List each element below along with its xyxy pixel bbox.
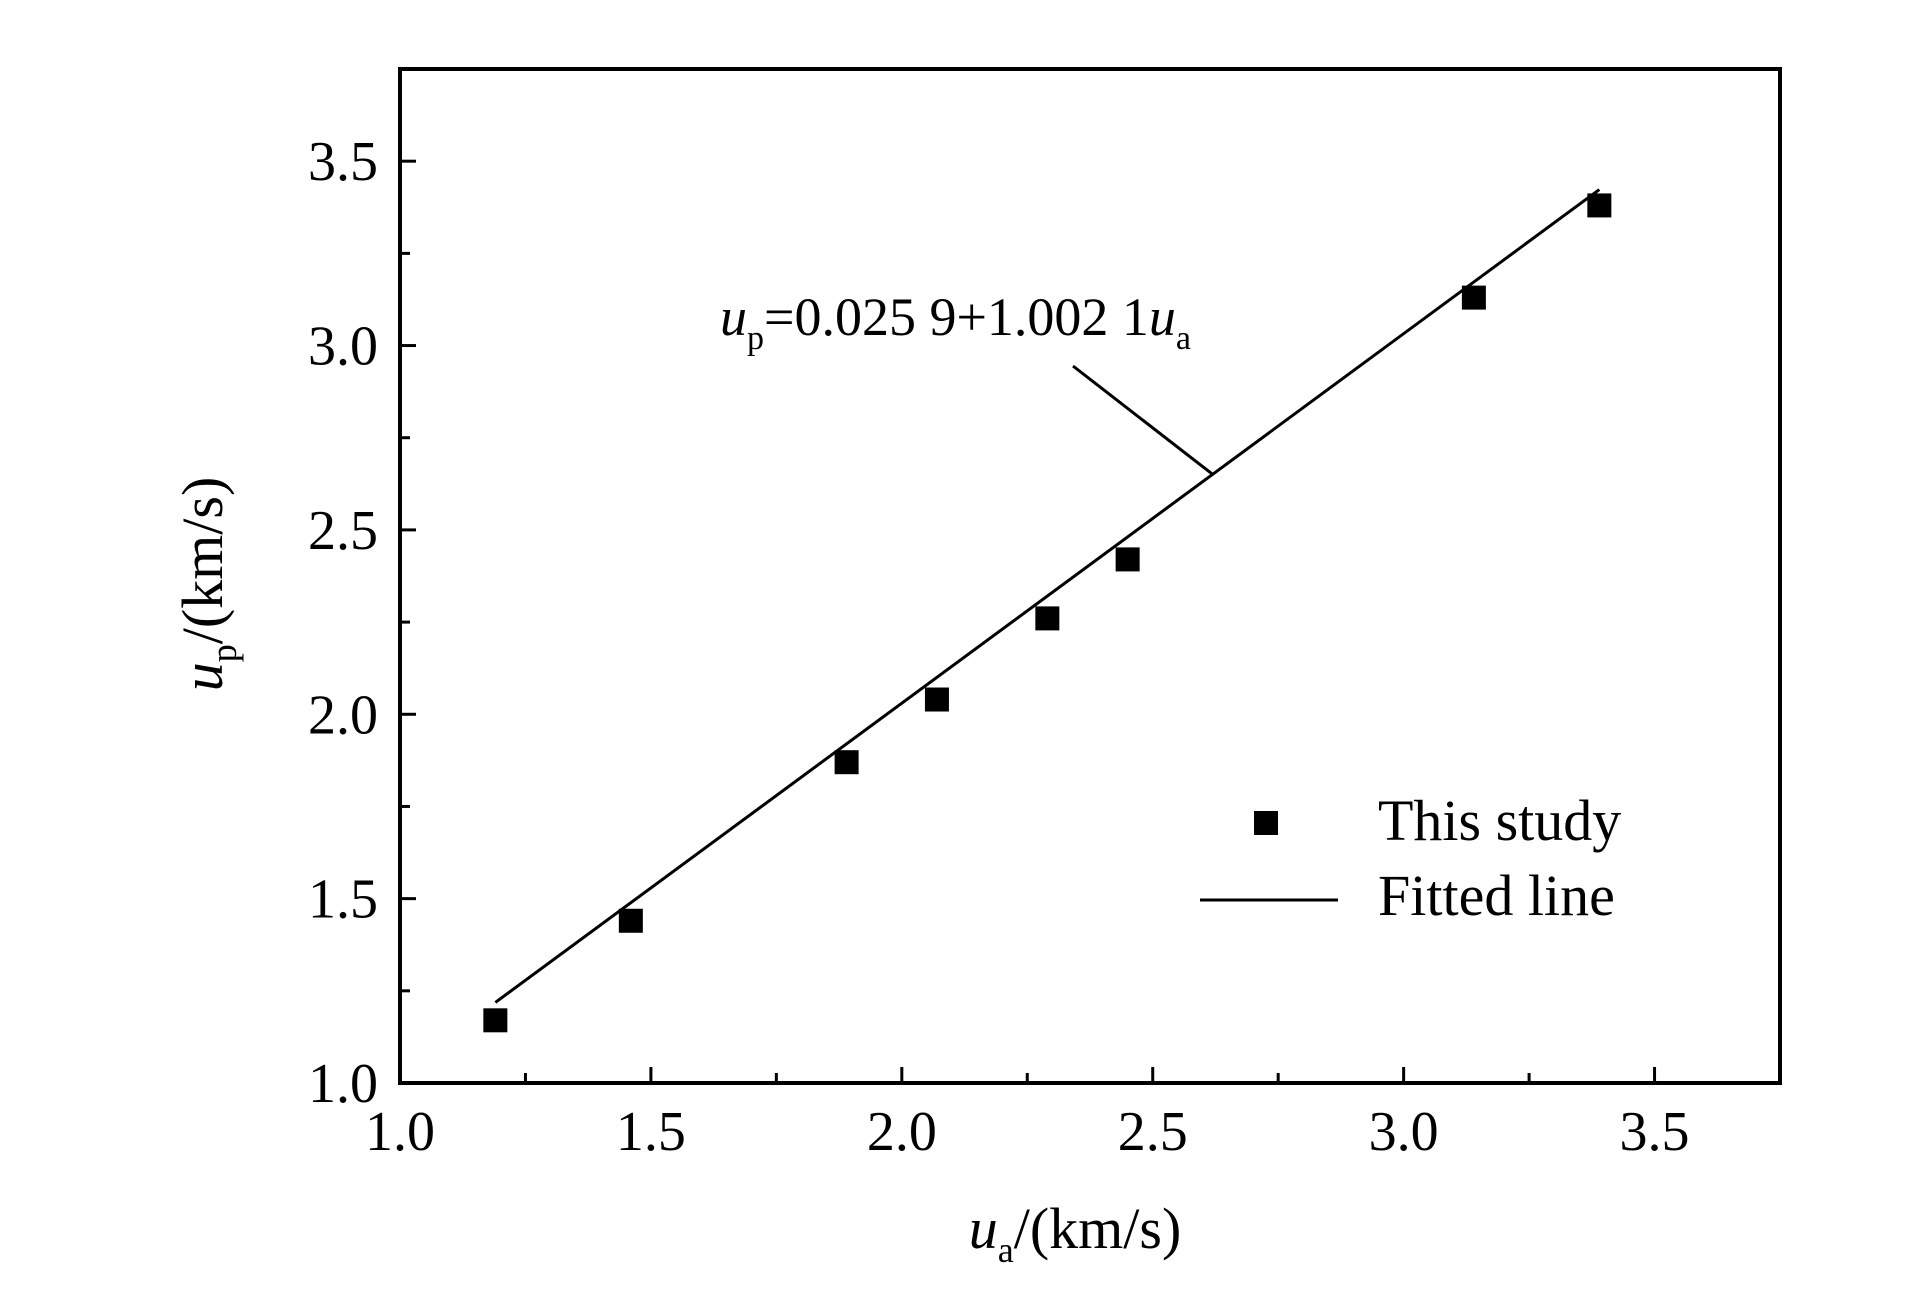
legend: This study Fitted line [1200,788,1621,928]
data-point [483,1008,508,1033]
data-point [1587,193,1612,218]
x-tick-label: 2.0 [867,1101,937,1163]
y-axis-title-unit: /(km/s) [170,477,235,645]
legend-label-fitted-line: Fitted line [1378,863,1615,928]
data-point [834,750,859,775]
y-axis-ticks: 1.0 1.5 2.0 2.5 3.0 3.5 [308,67,416,1115]
equation-sub-2: a [1176,320,1191,357]
y-axis-title-var: u [170,662,235,691]
y-tick-label: 1.5 [308,869,378,931]
plot-border [398,67,1782,1085]
y-tick-label: 2.0 [308,684,378,746]
plot-frame [398,67,1782,1085]
data-point [1461,285,1486,310]
data-point [1035,606,1060,631]
x-tick-label: 3.5 [1620,1101,1690,1163]
x-axis-title: ua/(km/s) [969,1196,1182,1270]
x-axis-title-unit: /(km/s) [1014,1196,1182,1261]
equation-annotation: up=0.025 9+1.002 1ua [720,287,1214,476]
legend-label-this-study: This study [1378,788,1621,853]
equation-var-2: u [1149,287,1176,347]
x-tick-label: 1.5 [616,1101,686,1163]
data-point [924,687,949,712]
y-axis-title: up/(km/s) [170,477,244,692]
y-tick-label: 3.0 [308,316,378,378]
fitted-line [494,188,1601,1004]
legend-marker-square [1254,811,1278,835]
data-point [618,908,643,933]
x-tick-label: 1.0 [365,1101,435,1163]
x-tick-label: 3.0 [1369,1101,1439,1163]
y-tick-label: 2.5 [308,500,378,562]
y-tick-label: 1.0 [308,1053,378,1115]
equation-text: up=0.025 9+1.002 1ua [720,287,1191,357]
y-tick-label: 3.5 [308,131,378,193]
equation-sub-1: p [747,320,764,357]
equation-middle: =0.025 9+1.002 1 [764,287,1149,347]
equation-var-1: u [720,287,747,347]
x-axis-ticks: 1.0 1.5 2.0 2.5 3.0 3.5 [365,1067,1782,1163]
y-axis-title-sub: p [204,644,244,662]
x-tick-label: 2.5 [1118,1101,1188,1163]
fitted-line-layer [494,188,1601,1004]
x-axis-title-sub: a [998,1230,1014,1270]
x-axis-title-var: u [969,1196,998,1261]
equation-pointer-line [1072,364,1214,476]
data-points-layer [483,193,1612,1033]
data-point [1115,547,1140,572]
